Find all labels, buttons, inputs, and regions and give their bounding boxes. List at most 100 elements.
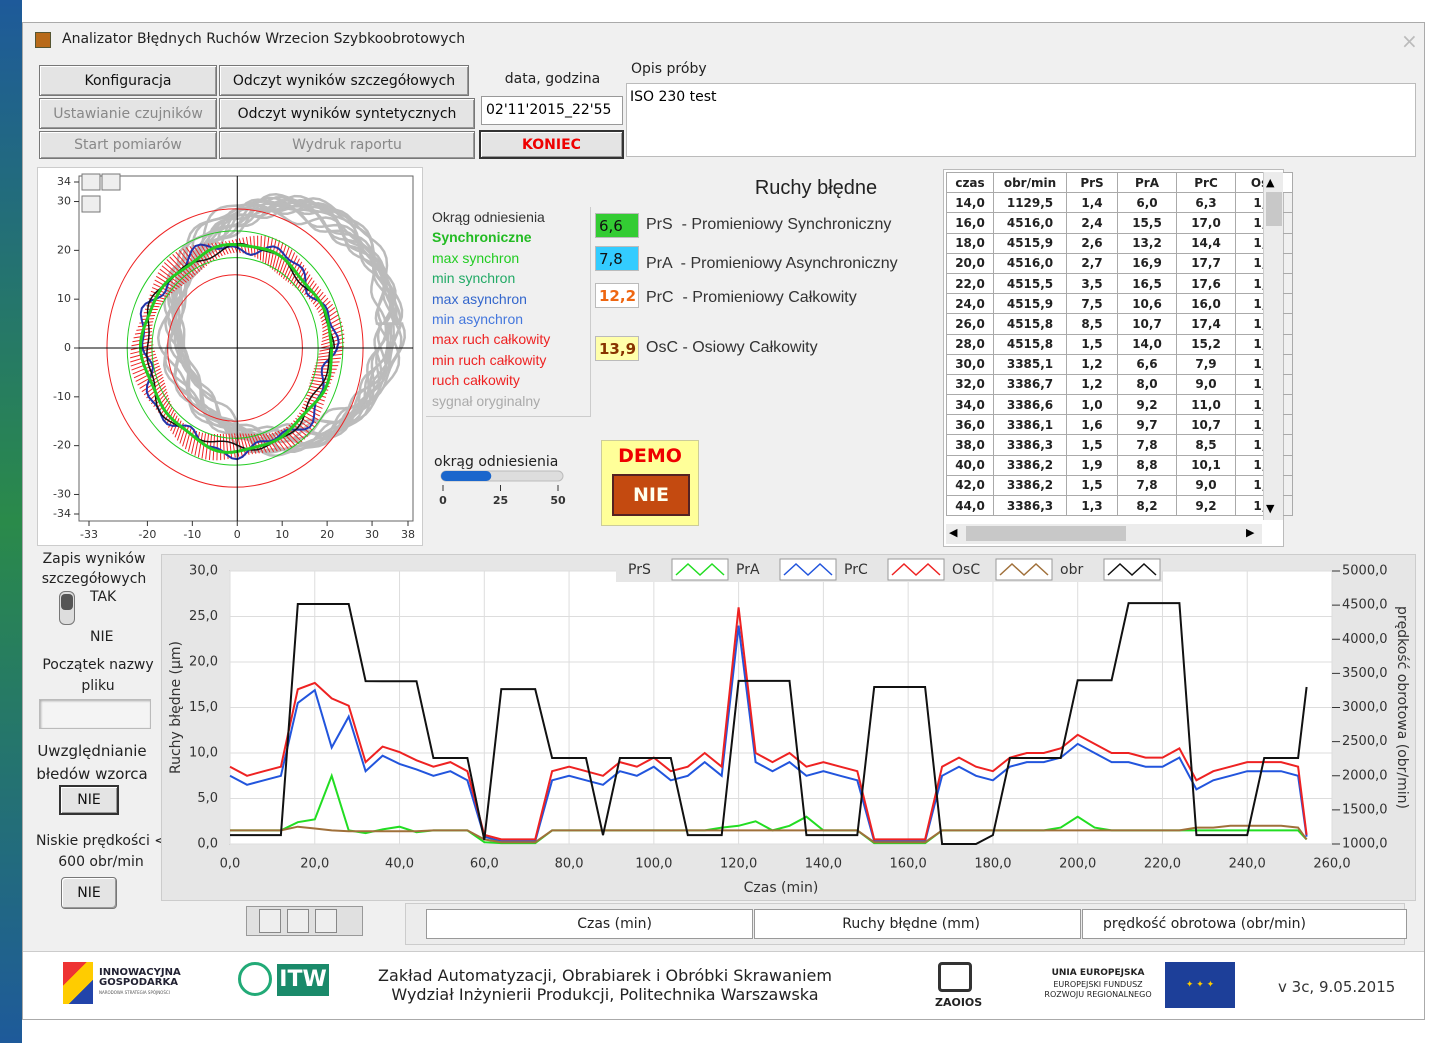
table-cell: 17,0 <box>1176 212 1236 234</box>
low-speed-button[interactable]: NIE <box>61 877 117 909</box>
errors-title: Ruchy błędne <box>754 177 878 199</box>
legend-swatch <box>1107 562 1157 577</box>
h-scrollbar[interactable]: ◀ ▶ <box>946 524 1262 544</box>
y-axis-label: Ruchy błędne (µm) <box>168 641 184 774</box>
footer: INNOWACYJNA GOSPODARKA NARODOWA STRATEGI… <box>23 951 1424 1019</box>
table-cell: 3386,6 <box>993 394 1067 416</box>
y2-tick-label: 3500,0 <box>1342 666 1388 681</box>
prc-label: PrC - Promieniowy Całkowity <box>646 289 857 306</box>
cursor-tool[interactable] <box>259 909 281 933</box>
save-toggle[interactable] <box>59 591 75 625</box>
legend-item: min asynchron <box>432 311 524 328</box>
cursor-tool <box>101 173 121 191</box>
table-cell: 20,0 <box>946 252 994 274</box>
x-tick-label: 120,0 <box>720 857 757 872</box>
scroll-left[interactable]: ◀ <box>949 526 958 539</box>
x-tick-label: 180,0 <box>974 857 1011 872</box>
scroll-thumb-h[interactable] <box>966 526 1126 541</box>
total-hatch <box>278 246 290 276</box>
table-cell: 7,9 <box>1176 353 1236 375</box>
legend-swatch-box <box>995 558 1053 581</box>
slider-tick-label: 50 <box>550 494 566 507</box>
demo-label: DEMO <box>618 445 682 467</box>
scroll-down[interactable]: ▼ <box>1266 502 1275 515</box>
table-cell: 8,0 <box>1117 373 1177 396</box>
demo-button[interactable]: NIE <box>612 474 690 516</box>
pra-value: 7,8 <box>595 246 639 271</box>
filename-input[interactable] <box>39 699 151 729</box>
y-tick-label: 10,0 <box>189 746 218 761</box>
scroll-up[interactable]: ▲ <box>1266 176 1275 189</box>
sensors-button[interactable]: Ustawianie czujników <box>39 98 217 129</box>
legend-swatch-box <box>1103 558 1161 581</box>
scroll-thumb[interactable] <box>1266 192 1282 226</box>
x-tick-label: 38 <box>401 528 415 541</box>
x-tick-label: 30 <box>365 528 379 541</box>
table-cell: 4516,0 <box>993 212 1067 234</box>
table-cell: 4516,0 <box>993 252 1067 274</box>
legend-swatch <box>675 562 725 577</box>
end-button[interactable]: KONIEC <box>479 130 624 159</box>
slider[interactable]: 0 25 50 <box>433 469 583 519</box>
ig-text-2: GOSPODARKA <box>99 977 178 988</box>
legend-label: PrS <box>628 562 651 578</box>
y2-axis-control[interactable]: prędkość obrotowa (obr/min) <box>1082 909 1407 939</box>
x-tick-label: 20 <box>320 528 334 541</box>
x-tick-label: 10 <box>275 528 289 541</box>
close-button[interactable]: × <box>1401 29 1418 53</box>
total-hatch <box>303 403 322 413</box>
table-cell: 6,6 <box>1117 353 1177 375</box>
total-hatch <box>130 347 155 355</box>
header-cell: obr/min <box>993 171 1067 194</box>
x-tick-label: 80,0 <box>555 857 584 872</box>
pra-label: PrA - Promieniowy Asynchroniczny <box>646 255 898 272</box>
y-tick-label: 30,0 <box>189 564 218 579</box>
x-tick-label: 220,0 <box>1144 857 1181 872</box>
table-cell: 32,0 <box>946 373 994 396</box>
start-button[interactable]: Start pomiarów <box>39 131 217 159</box>
legend-item: max synchron <box>432 249 520 266</box>
table-cell: 7,5 <box>1066 293 1118 315</box>
table-cell: 9,2 <box>1176 494 1236 517</box>
x-tick-label: 40,0 <box>385 857 414 872</box>
eu-flag: ✦ ✦ ✦ <box>1165 962 1235 1008</box>
total-hatch <box>256 433 267 453</box>
report-button[interactable]: Wydruk raportu <box>219 131 475 159</box>
v-scrollbar[interactable]: ▲ ▼ <box>1263 172 1283 520</box>
config-button[interactable]: Konfiguracja <box>39 65 217 96</box>
scroll-right[interactable]: ▶ <box>1246 526 1255 539</box>
table-cell: 8,8 <box>1117 454 1177 476</box>
table-cell: 11,0 <box>1176 394 1236 416</box>
total-hatch <box>197 432 204 458</box>
total-hatch <box>159 400 171 416</box>
pattern-button[interactable]: NIE <box>59 785 119 815</box>
y-axis-control[interactable]: Ruchy błędne (mm) <box>754 909 1081 939</box>
table-cell: 8,5 <box>1176 434 1236 456</box>
ig-text-3: NARODOWA STRATEGIA SPÓJNOŚCI <box>99 990 170 995</box>
table-cell: 9,0 <box>1176 474 1236 497</box>
table-cell: 8,2 <box>1117 494 1177 517</box>
pan-tool[interactable] <box>315 909 337 933</box>
detailed-button[interactable]: Odczyt wyników szczegółowych <box>219 65 469 96</box>
prs-value: 6,6 <box>595 213 639 238</box>
x-tick-label: 0,0 <box>220 857 241 872</box>
table-cell: 8,5 <box>1066 313 1118 335</box>
app-icon <box>35 32 51 48</box>
table-cell: 4515,5 <box>993 272 1067 295</box>
legend-label: OsC <box>952 562 980 578</box>
total-hatch <box>313 368 337 370</box>
table-cell: 26,0 <box>946 313 994 335</box>
zoom-tool[interactable] <box>287 909 309 933</box>
table-cell: 1,0 <box>1066 394 1118 416</box>
filename-label: Początek nazwy pliku <box>42 657 154 694</box>
table-cell: 38,0 <box>946 434 994 456</box>
date-value: 02'11'2015_22'55 <box>481 96 623 125</box>
x-axis-control[interactable]: Czas (min) <box>426 909 753 939</box>
y2-tick-label: 4000,0 <box>1342 632 1388 647</box>
synthetic-button[interactable]: Odczyt wyników syntetycznych <box>219 98 475 129</box>
